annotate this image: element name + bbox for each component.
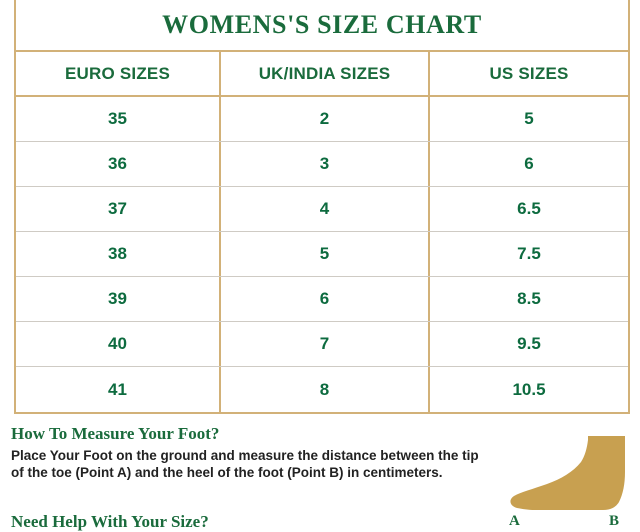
table-row: 39 6 8.5 [16,277,628,322]
measure-instructions: How To Measure Your Foot? Place Your Foo… [11,424,481,481]
table-row: 36 3 6 [16,142,628,187]
point-b-label: B [609,513,620,529]
help-heading: Need Help With Your Size? [11,512,209,531]
cell-uk-india: 6 [219,277,430,321]
table-row: 38 5 7.5 [16,232,628,277]
cell-euro: 35 [108,109,127,128]
table-row: 41 8 10.5 [16,367,628,412]
cell-euro: 37 [108,199,127,218]
cell-us: 8.5 [517,289,541,308]
cell-us: 6 [524,154,534,173]
cell-euro: 36 [108,154,127,173]
foot-diagram: A B [495,432,635,531]
cell-us: 5 [524,109,534,128]
table-row: 35 2 5 [16,97,628,142]
cell-uk-india: 2 [219,97,430,141]
cell-uk-india: 3 [219,142,430,186]
cell-euro: 40 [108,334,127,353]
cell-us: 7.5 [517,244,541,263]
page-title: WOMENS'S SIZE CHART [162,10,482,39]
cell-us: 6.5 [517,199,541,218]
size-chart-table: WOMENS'S SIZE CHART EURO SIZES UK/INDIA … [14,0,630,414]
table-row: 40 7 9.5 [16,322,628,367]
measure-body-text: Place Your Foot on the ground and measur… [11,448,479,480]
cell-uk-india: 7 [219,322,430,366]
cell-euro: 39 [108,289,127,308]
cell-euro: 38 [108,244,127,263]
cell-us: 10.5 [512,379,546,399]
table-row: 37 4 6.5 [16,187,628,232]
point-a-label: A [509,513,520,529]
cell-uk-india: 8 [219,367,430,412]
column-header-uk-india: UK/INDIA SIZES [219,52,430,95]
cell-uk-india: 4 [219,187,430,231]
table-header-row: EURO SIZES UK/INDIA SIZES US SIZES [16,52,628,97]
cell-us: 9.5 [517,334,541,353]
column-header-us: US SIZES [489,63,569,83]
cell-uk-india: 5 [219,232,430,276]
foot-icon [510,436,625,510]
cell-euro: 41 [108,379,127,399]
chart-title-row: WOMENS'S SIZE CHART [16,0,628,52]
measure-heading: How To Measure Your Foot? [11,424,220,443]
column-header-euro: EURO SIZES [65,63,170,83]
